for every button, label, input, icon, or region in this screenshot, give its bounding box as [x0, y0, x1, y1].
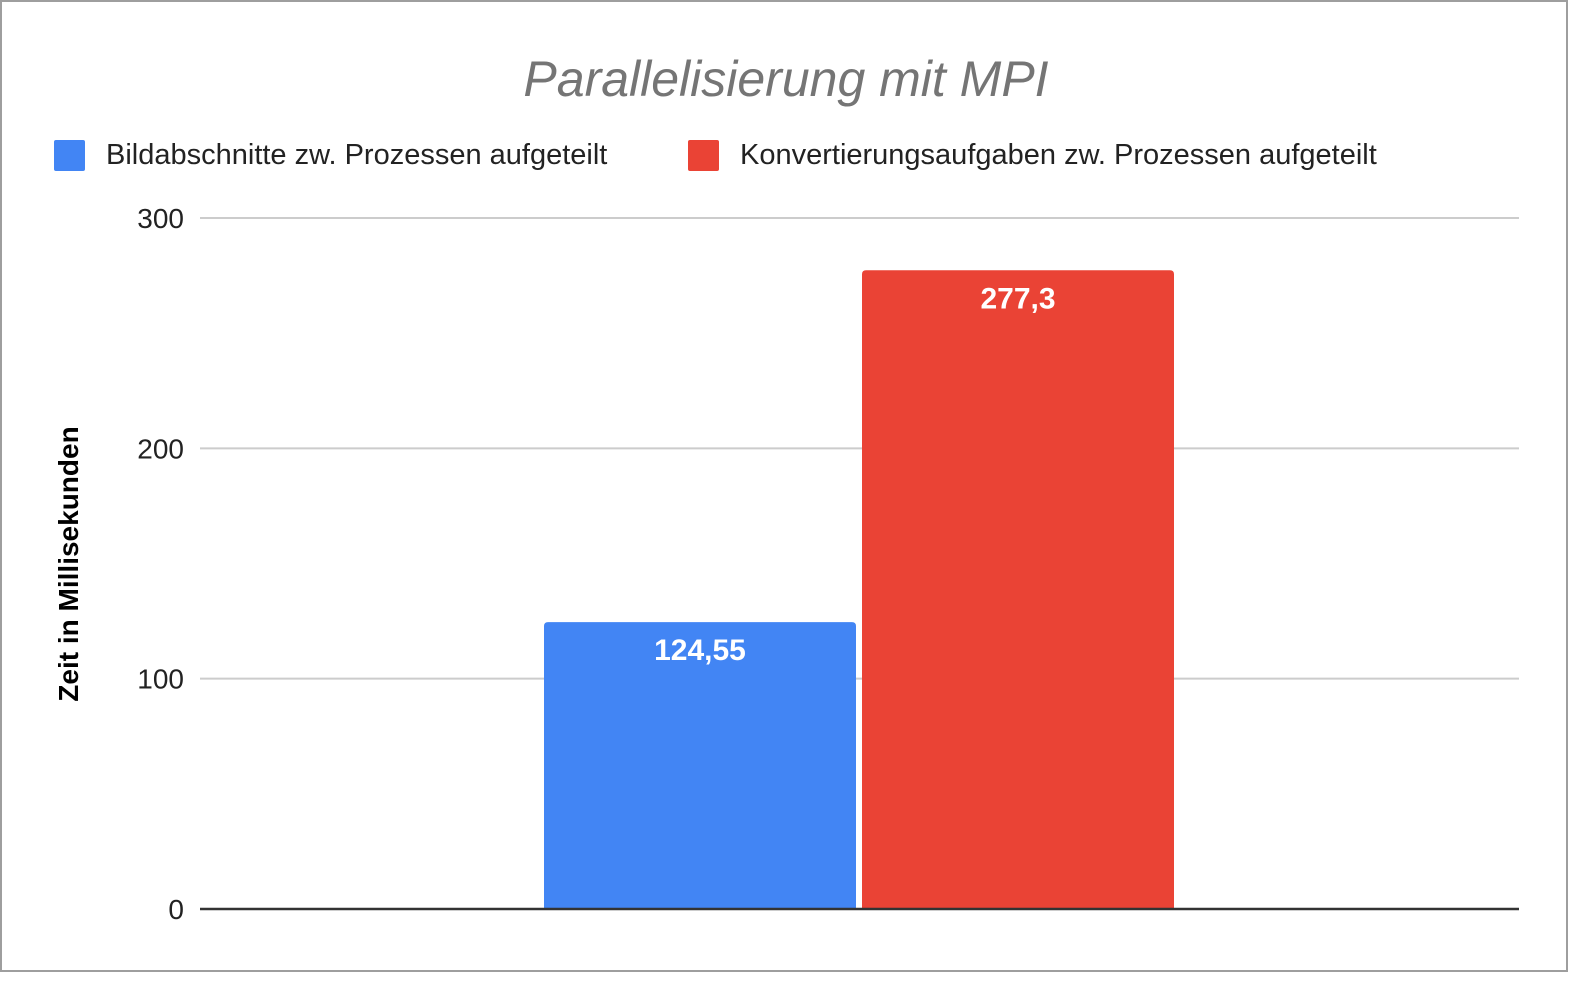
- data-labels: 124,55 277,3: [654, 282, 1055, 667]
- chart-title: Parallelisierung mit MPI: [523, 51, 1048, 107]
- legend-label-bildabschnitte: Bildabschnitte zw. Prozessen aufgeteilt: [106, 139, 607, 171]
- bars: [544, 270, 1174, 910]
- data-label-series-0: 124,55: [654, 634, 746, 667]
- y-tick-label: 100: [137, 664, 184, 695]
- gridlines: [200, 217, 1519, 680]
- y-axis-ticks: 0 100 200 300: [137, 203, 184, 925]
- y-axis-label: Zeit in Millisekunden: [53, 426, 84, 701]
- legend-swatch-konvertierungsaufgaben: [688, 140, 719, 171]
- bar-series-0: [544, 622, 856, 909]
- bar-series-1: [862, 270, 1174, 910]
- legend-swatch-bildabschnitte: [54, 140, 85, 171]
- y-tick-label: 300: [137, 203, 184, 234]
- y-tick-label: 0: [168, 894, 184, 925]
- legend-label-konvertierungsaufgaben: Konvertierungsaufgaben zw. Prozessen auf…: [740, 139, 1377, 171]
- y-tick-label: 200: [137, 433, 184, 464]
- legend: Bildabschnitte zw. Prozessen aufgeteilt …: [54, 139, 1377, 171]
- data-label-series-1: 277,3: [980, 282, 1055, 315]
